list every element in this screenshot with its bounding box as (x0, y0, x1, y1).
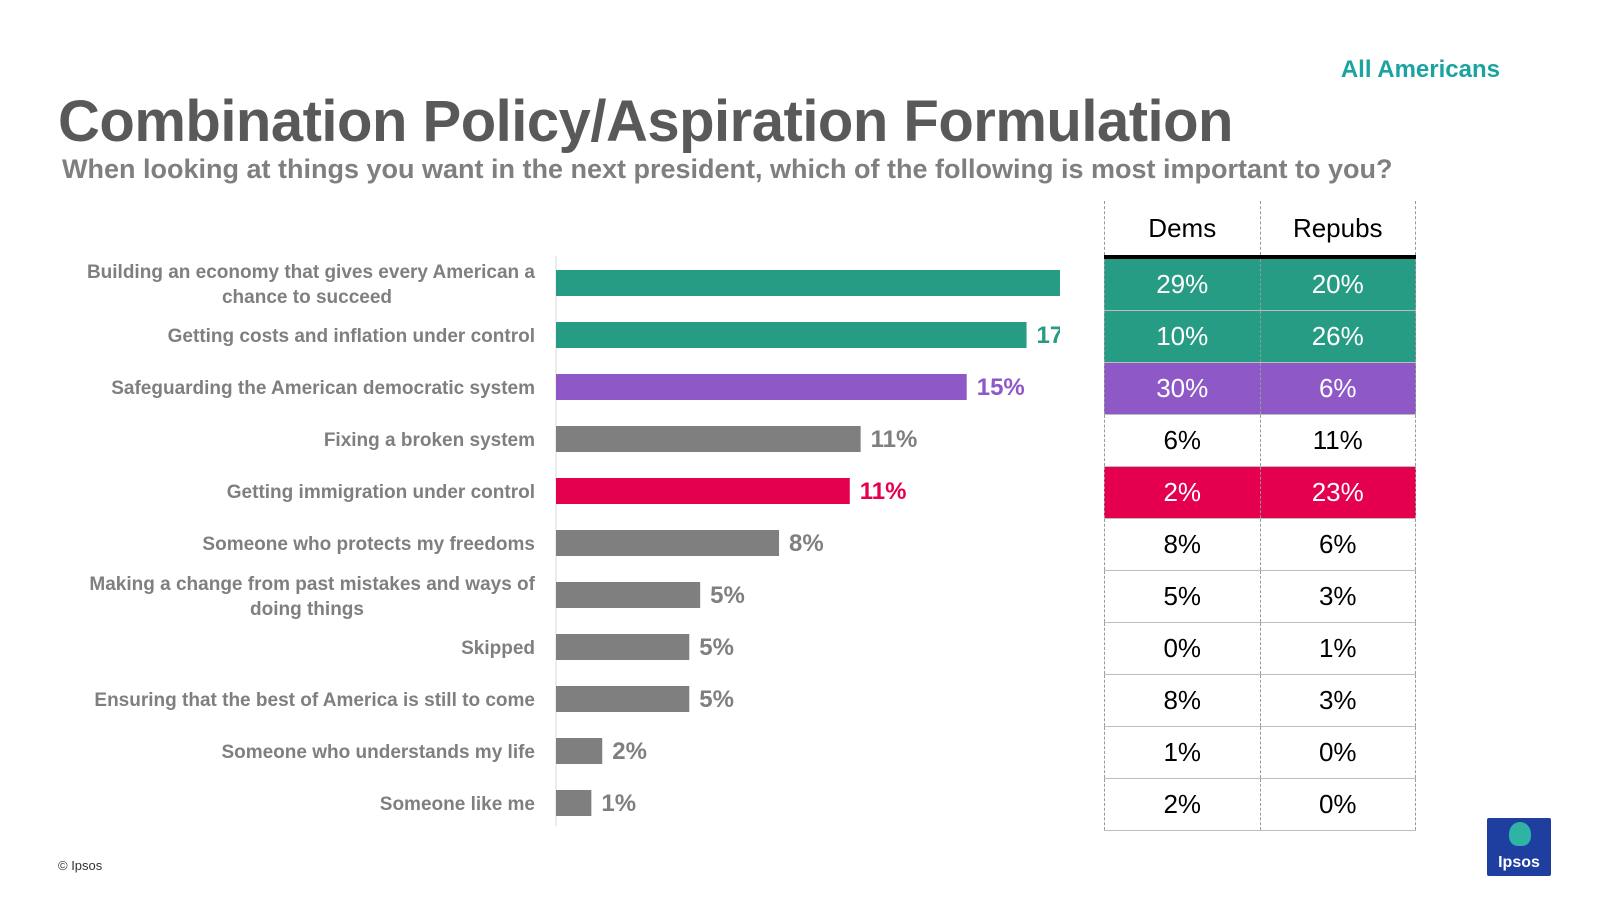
page-subtitle: When looking at things you want in the n… (62, 154, 1393, 184)
data-label: 17% (1037, 322, 1060, 349)
bar (556, 634, 690, 660)
bar (556, 322, 1027, 348)
dems-value: 0% (1104, 623, 1261, 674)
dems-value: 30% (1104, 363, 1261, 414)
category-label: Fixing a broken system (324, 430, 535, 451)
bar (556, 790, 592, 816)
table-row: 0% 1% (1104, 623, 1416, 675)
bar (556, 478, 850, 504)
bar (556, 686, 690, 712)
dems-value: 8% (1104, 519, 1261, 570)
dems-value: 2% (1104, 779, 1261, 830)
data-label: 11% (871, 426, 918, 453)
bar (556, 530, 780, 556)
dems-value: 5% (1104, 571, 1261, 622)
copyright: © Ipsos (58, 858, 103, 873)
data-label: 2% (612, 738, 647, 765)
page-title: Combination Policy/Aspiration Formulatio… (58, 89, 1234, 154)
dems-value: 10% (1104, 311, 1261, 362)
repubs-value: 11% (1261, 415, 1416, 466)
repubs-value: 0% (1261, 779, 1416, 830)
data-label: 8% (789, 530, 824, 557)
category-label: Someone like me (380, 794, 535, 815)
bar (556, 374, 967, 400)
table-row: 2% 23% (1104, 467, 1416, 519)
repubs-value: 3% (1261, 675, 1416, 726)
category-label: Getting immigration under control (227, 482, 535, 503)
category-label: Getting costs and inflation under contro… (168, 326, 535, 347)
dems-value: 1% (1104, 727, 1261, 778)
bar (556, 270, 1060, 296)
logo-word: Ipsos (1498, 854, 1540, 871)
segment-label: All Americans (1340, 56, 1500, 83)
party-table-header: Dems Repubs (1104, 201, 1416, 259)
repubs-value: 1% (1261, 623, 1416, 674)
bar-chart: Building an economy that gives every Ame… (87, 256, 1060, 826)
ipsos-logo: Ipsos (1487, 818, 1551, 876)
category-label: Ensuring that the best of America is sti… (94, 690, 535, 711)
data-label: 5% (699, 686, 734, 713)
data-label: 15% (977, 374, 1025, 401)
category-label: Building an economy that gives every Ame… (87, 262, 535, 308)
repubs-value: 6% (1261, 519, 1416, 570)
data-label: 11% (860, 478, 907, 505)
data-label: 5% (699, 634, 734, 661)
dems-value: 6% (1104, 415, 1261, 466)
category-label: Making a change from past mistakes and w… (89, 574, 535, 620)
category-label: Skipped (461, 638, 535, 659)
table-row: 1% 0% (1104, 727, 1416, 779)
repubs-value: 6% (1261, 363, 1416, 414)
bar (556, 738, 603, 764)
repubs-value: 0% (1261, 727, 1416, 778)
table-row: 5% 3% (1104, 571, 1416, 623)
data-label: 5% (710, 582, 745, 609)
table-row: 6% 11% (1104, 415, 1416, 467)
repubs-value: 26% (1261, 311, 1416, 362)
category-label: Someone who protects my freedoms (202, 534, 535, 555)
dems-value: 8% (1104, 675, 1261, 726)
dems-header: Dems (1104, 201, 1261, 255)
repubs-header: Repubs (1261, 201, 1416, 255)
data-label: 1% (601, 790, 636, 817)
table-row: 8% 6% (1104, 519, 1416, 571)
category-label: Safeguarding the American democratic sys… (111, 378, 535, 399)
bar (556, 582, 701, 608)
dems-value: 2% (1104, 467, 1261, 518)
logo-mark-icon (1509, 822, 1531, 846)
repubs-value: 23% (1261, 467, 1416, 518)
party-table: Dems Repubs 29% 20% 10% 26% 30% 6% 6% 11% 2% 23% 8… (1104, 201, 1416, 831)
dems-value: 29% (1104, 259, 1261, 310)
category-label: Someone who understands my life (221, 742, 535, 763)
table-row: 10% 26% (1104, 311, 1416, 363)
table-row: 8% 3% (1104, 675, 1416, 727)
repubs-value: 3% (1261, 571, 1416, 622)
table-row: 30% 6% (1104, 363, 1416, 415)
table-row: 2% 0% (1104, 779, 1416, 831)
bar (556, 426, 861, 452)
party-table-body: 29% 20% 10% 26% 30% 6% 6% 11% 2% 23% 8% 6% 5% 3% 0% 1% 8… (1104, 259, 1416, 831)
repubs-value: 20% (1261, 259, 1416, 310)
table-row: 29% 20% (1104, 259, 1416, 311)
